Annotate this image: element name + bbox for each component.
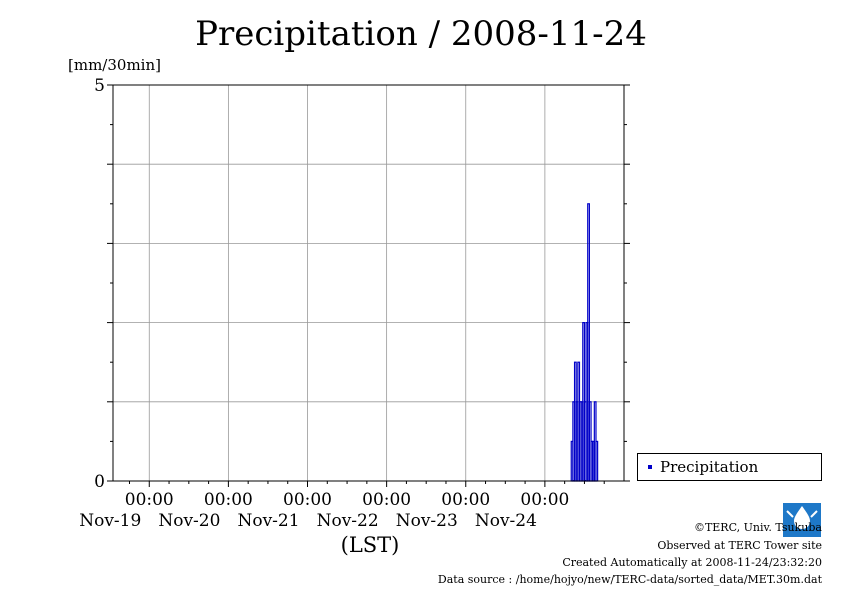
bar-series-precipitation: [113, 203, 624, 482]
legend-swatch-precipitation: [648, 465, 652, 469]
x-tick-label-time: 00:00: [283, 490, 332, 510]
y-tick-label: 0: [94, 472, 105, 492]
x-tick-label-date: Nov-23: [395, 511, 458, 531]
x-tick-label-time: 00:00: [124, 490, 174, 510]
precipitation-bar: [595, 440, 599, 482]
grid-lines: [113, 85, 624, 481]
chart-title: Precipitation / 2008-11-24: [195, 14, 647, 54]
credit-copyright: ©TERC, Univ. Tsukuba: [693, 521, 822, 534]
legend-label-precipitation: Precipitation: [660, 458, 759, 476]
y-tick-labels: 05: [94, 76, 105, 492]
y-tick-label: 5: [94, 76, 105, 96]
x-tick-label-date: Nov-20: [158, 511, 221, 531]
credit-created: Created Automatically at 2008-11-24/23:3…: [562, 556, 822, 569]
x-tick-label-date: Nov-22: [316, 511, 379, 531]
credit-source: Data source : /home/hojyo/new/TERC-data/…: [437, 573, 822, 586]
legend: Precipitation: [637, 453, 822, 481]
x-tick-label-date: Nov-21: [237, 511, 300, 531]
axes: [107, 84, 630, 487]
x-tick-label-date: Nov-24: [474, 511, 537, 531]
x-tick-label-time: 00:00: [520, 490, 570, 510]
x-tick-label-time: 00:00: [203, 490, 253, 510]
x-axis-label: (LST): [340, 533, 400, 557]
y-axis-unit-label: [mm/30min]: [68, 56, 161, 74]
x-tick-label-time: 00:00: [362, 490, 412, 510]
x-tick-label-date: Nov-19: [79, 511, 142, 531]
terc-logo: [783, 503, 821, 537]
plot-frame: [112, 84, 625, 482]
x-tick-label-time: 00:00: [441, 490, 491, 510]
credit-observed: Observed at TERC Tower site: [657, 539, 822, 552]
